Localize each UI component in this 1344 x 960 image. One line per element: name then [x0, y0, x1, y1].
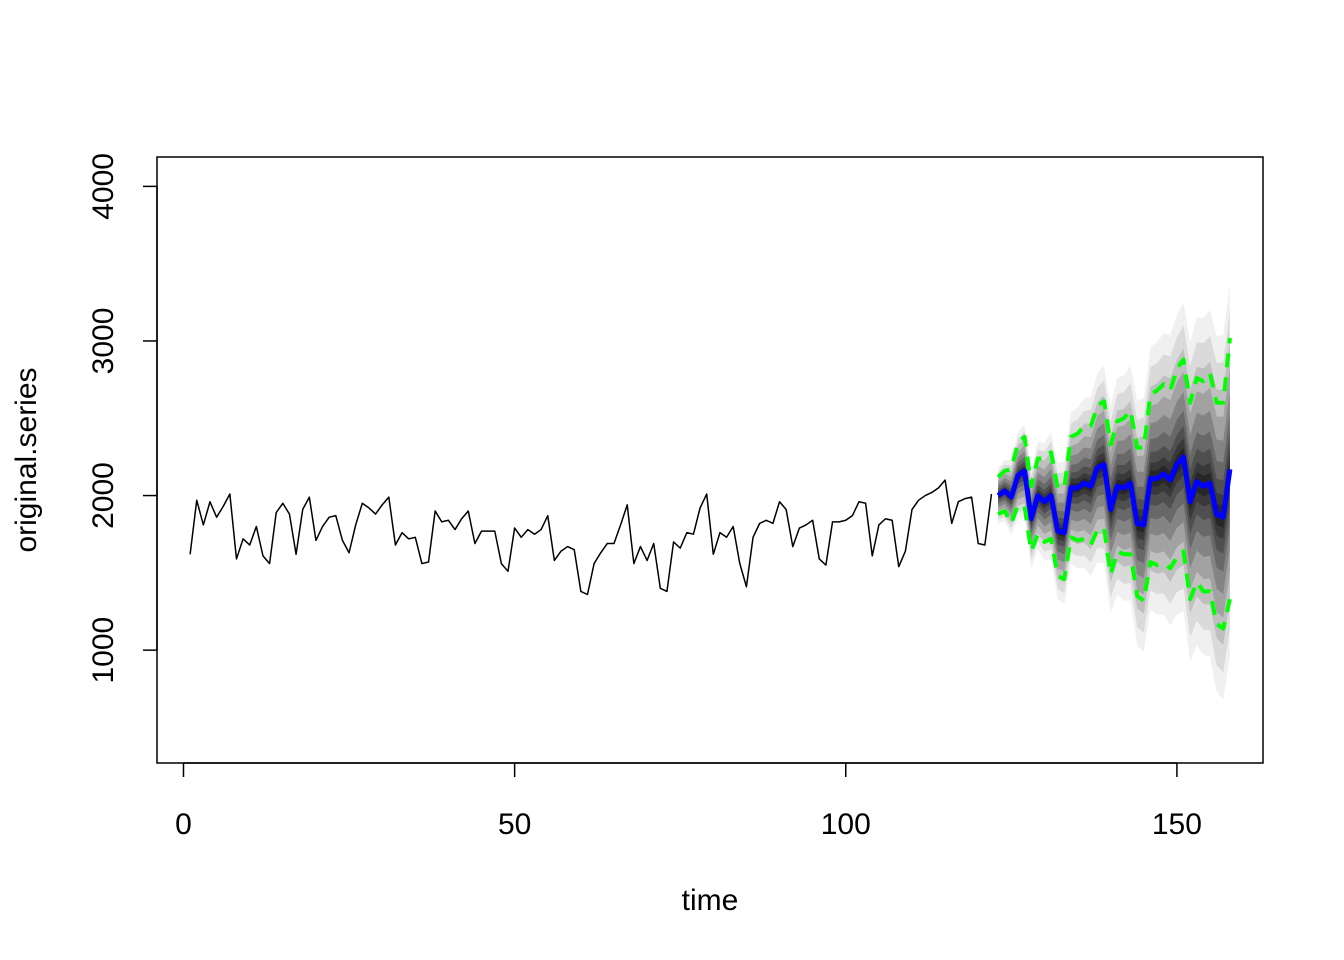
y-axis-label: original.series — [10, 367, 43, 552]
x-tick-label: 100 — [821, 808, 871, 841]
series-lines — [189, 337, 1233, 631]
x-tick-label: 0 — [175, 808, 192, 841]
x-tick-label: 150 — [1152, 808, 1202, 841]
y-tick-label: 4000 — [87, 153, 120, 220]
y-tick-label: 3000 — [87, 308, 120, 375]
lower-bound-line — [997, 502, 1232, 631]
x-tick-label: 50 — [498, 808, 531, 841]
x-axis: 0 50 100 150 — [175, 762, 1202, 841]
y-tick-label: 1000 — [87, 617, 120, 684]
observed-line — [189, 479, 993, 596]
y-axis: 1000 2000 3000 4000 — [87, 153, 158, 684]
forecast-mean-line — [996, 454, 1233, 536]
y-tick-label: 2000 — [87, 462, 120, 529]
upper-bound-line — [996, 337, 1232, 490]
x-axis-label: time — [682, 884, 739, 917]
